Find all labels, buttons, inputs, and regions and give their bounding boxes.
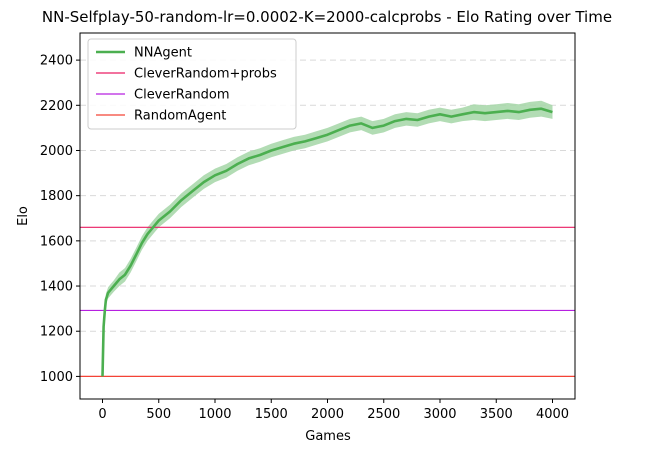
y-tick-label: 1400 (40, 280, 73, 295)
x-tick-label: 3500 (480, 407, 513, 422)
series-line-layer (80, 107, 575, 378)
x-tick-label: 2000 (311, 407, 344, 422)
legend-label: CleverRandom+probs (134, 67, 277, 82)
confidence-band (102, 100, 553, 377)
legend-label: NNAgent (134, 46, 192, 61)
series-line (101, 107, 553, 377)
y-tick-label: 1200 (40, 325, 73, 340)
y-tick-label: 1000 (40, 370, 73, 385)
x-tick-label: 2500 (367, 407, 400, 422)
x-tick-label: 0 (98, 407, 106, 422)
y-tick-label: 1800 (40, 189, 73, 204)
legend-label: CleverRandom (134, 88, 230, 103)
y-tick-label: 1600 (40, 234, 73, 249)
y-axis-ticks: 1000 1200 1400 1600 1800 2000 2200 2400 (40, 54, 80, 385)
x-axis-label: Games (305, 429, 351, 444)
chart-title: NN-Selfplay-50-random-lr=0.0002-K=2000-c… (42, 8, 612, 26)
legend: NNAgent CleverRandom+probs CleverRandom Ran… (87, 38, 297, 130)
x-tick-label: 4000 (536, 407, 569, 422)
legend-box (87, 38, 297, 130)
y-tick-label: 2400 (40, 54, 73, 69)
x-tick-label: 1500 (255, 407, 288, 422)
x-tick-label: 3000 (423, 407, 456, 422)
x-axis-ticks: 0 500 1000 1500 2000 2500 3000 3500 4000 (98, 399, 569, 422)
y-tick-label: 2000 (40, 144, 73, 159)
x-tick-label: 1000 (198, 407, 231, 422)
confidence-band-layer (102, 100, 553, 377)
legend-label: RandomAgent (134, 109, 226, 124)
x-tick-label: 500 (146, 407, 171, 422)
y-tick-label: 2200 (40, 99, 73, 114)
y-axis-label: Elo (16, 206, 31, 226)
